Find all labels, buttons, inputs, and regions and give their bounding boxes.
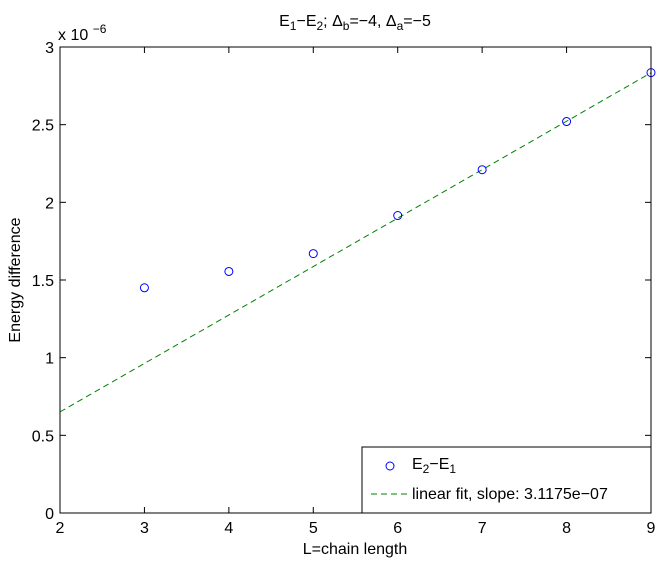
y-exponent-label: x 10 −6 xyxy=(58,22,107,44)
data-point-marker xyxy=(139,283,149,293)
x-axis-ticks: 2 3 4 5 6 7 8 9 xyxy=(56,47,656,537)
title-subscript: a xyxy=(397,19,404,33)
legend-entry-linear-fit: linear fit, slope: 3.1175e−07 xyxy=(412,486,608,503)
y-tick-label: 1.5 xyxy=(32,273,54,290)
data-point-marker xyxy=(393,211,403,221)
title-subscript: 1 xyxy=(290,19,297,33)
title-text: =−5 xyxy=(403,13,431,30)
y-exponent-power: −6 xyxy=(93,22,107,36)
y-exponent-base: x 10 xyxy=(58,27,88,44)
fit-line-layer xyxy=(59,72,652,413)
y-tick-label: 1 xyxy=(45,351,54,368)
y-tick-label: 2 xyxy=(45,195,54,212)
x-tick-label: 2 xyxy=(56,520,65,537)
legend-entry-e2-e1: E2−E1 xyxy=(412,456,456,476)
y-axis-ticks: 0 0.5 1 1.5 2 2.5 3 xyxy=(32,40,651,523)
plot-area xyxy=(60,47,651,513)
x-tick-label: 6 xyxy=(393,520,402,537)
x-tick-label: 8 xyxy=(562,520,571,537)
legend-subscript: 2 xyxy=(423,462,430,476)
x-tick-label: 9 xyxy=(647,520,656,537)
data-point-marker xyxy=(308,249,318,259)
y-tick-label: 0.5 xyxy=(32,428,54,445)
linear-fit-line xyxy=(59,72,652,413)
legend-text: −E xyxy=(429,456,449,473)
title-subscript: b xyxy=(343,19,350,33)
legend-marker-circle xyxy=(385,461,395,471)
title-subscript: 2 xyxy=(316,19,323,33)
x-tick-label: 3 xyxy=(140,520,149,537)
data-point-marker xyxy=(562,117,572,127)
legend-subscript: 1 xyxy=(449,462,456,476)
legend: E2−E1 linear fit, slope: 3.1175e−07 xyxy=(361,446,652,514)
legend-text: E xyxy=(412,456,423,473)
title-text: E xyxy=(279,13,290,30)
data-point-marker xyxy=(224,266,234,276)
legend-box xyxy=(361,446,652,514)
y-tick-label: 2.5 xyxy=(32,118,54,135)
data-point-marker xyxy=(477,165,487,175)
y-tick-label: 0 xyxy=(45,506,54,523)
title-text: =−4, Δ xyxy=(349,13,396,30)
chart-title: E1−E2; Δb=−4, Δa=−5 xyxy=(279,13,431,33)
legend-text: linear fit, slope: 3.1175e−07 xyxy=(412,486,608,503)
title-text: ; Δ xyxy=(323,13,343,30)
x-tick-label: 4 xyxy=(224,520,233,537)
x-tick-label: 5 xyxy=(309,520,318,537)
title-text: −E xyxy=(296,13,316,30)
x-tick-label: 7 xyxy=(478,520,487,537)
x-axis-label: L=chain length xyxy=(303,541,408,558)
y-axis-label: Energy difference xyxy=(7,217,24,342)
y-tick-label: 3 xyxy=(45,40,54,57)
